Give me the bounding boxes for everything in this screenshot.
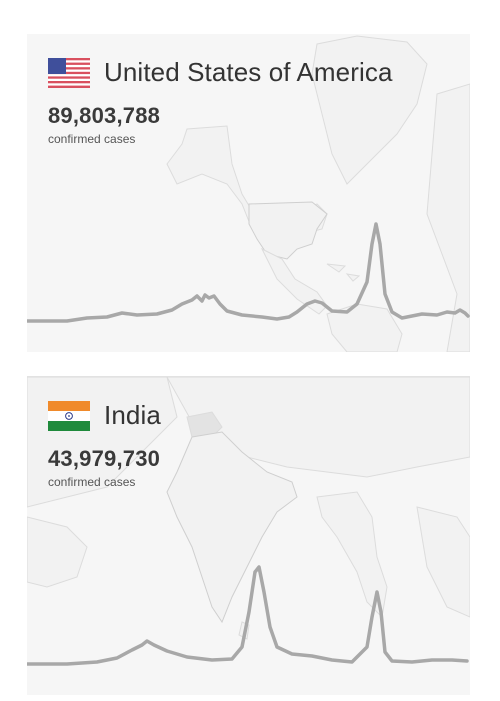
country-name: India	[104, 400, 161, 430]
india-header: India	[48, 400, 161, 431]
india-map-background	[27, 377, 470, 695]
us-flag-icon	[48, 57, 90, 88]
confirmed-caption: confirmed cases	[48, 132, 136, 146]
india-case-trend-line	[27, 565, 469, 666]
country-card-india[interactable]: India 43,979,730 confirmed cases	[27, 377, 470, 695]
confirmed-count: 43,979,730	[48, 446, 161, 471]
confirmed-count: 89,803,788	[48, 103, 161, 128]
india-flag-icon	[48, 400, 90, 431]
country-name: United States of America	[104, 57, 393, 87]
us-header: United States of America	[48, 57, 393, 88]
us-map-background	[27, 34, 470, 352]
confirmed-caption: confirmed cases	[48, 475, 136, 489]
us-case-trend-line	[27, 222, 470, 323]
country-card-us[interactable]: United States of America 89,803,788 conf…	[27, 34, 470, 352]
